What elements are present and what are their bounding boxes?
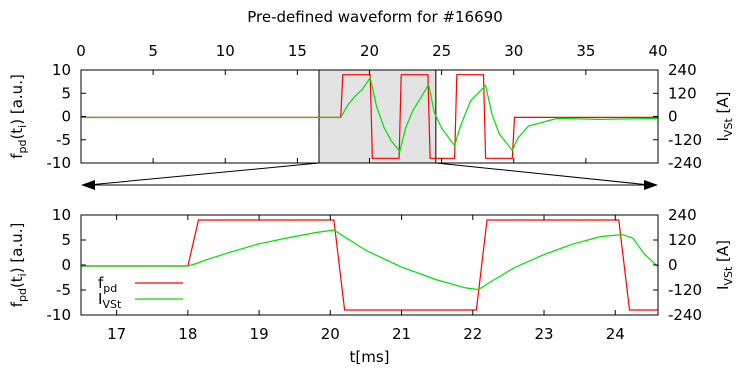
y-tick-label-right: -240 — [668, 306, 702, 324]
y-axis-label-left-part: f — [8, 301, 26, 307]
series-f_pd — [81, 74, 658, 159]
x-tick-label: 23 — [534, 325, 553, 343]
zoom-connector-right — [435, 162, 651, 186]
y-axis-label-left-part: ) [a.u.] — [8, 74, 26, 125]
y-axis-label-left-part: pd — [16, 140, 29, 154]
x-tick-label: 25 — [432, 42, 451, 60]
x-tick-label: 15 — [288, 42, 307, 60]
y-tick-label-left: 10 — [52, 61, 71, 79]
y-tick-label-left: -10 — [47, 306, 72, 324]
x-tick-label: 22 — [463, 325, 482, 343]
chart-layer: 0 5 10 15 20 25 30 35 401050-5-102401200-120-240… — [8, 42, 735, 366]
legend-label: fpd — [98, 274, 117, 295]
y-tick-label-left: -10 — [47, 154, 72, 172]
y-axis-label-right-part: [A] — [714, 92, 732, 119]
x-tick-label: 24 — [606, 325, 625, 343]
y-axis-label-left: fpd(ti) [a.u.] — [8, 223, 29, 308]
legend-label: IVSt — [98, 290, 122, 311]
legend-label-main: f — [98, 274, 104, 292]
y-axis-label-left-part: (t — [8, 128, 26, 140]
y-tick-label-right: -120 — [668, 131, 702, 149]
zoom-connector-left — [87, 162, 320, 186]
y-tick-label-left: -5 — [56, 281, 71, 299]
y-axis-label-right-part: [A] — [714, 240, 732, 267]
y-axis-label-right: IVSt [A] — [714, 92, 735, 142]
legend-label-sub: VSt — [102, 298, 122, 311]
y-tick-label-right: 240 — [668, 61, 697, 79]
y-axis-label-right: IVSt [A] — [714, 240, 735, 290]
y-tick-label-right: 240 — [668, 206, 697, 224]
y-axis-label-left-part: (t — [8, 276, 26, 288]
x-tick-label: 5 — [148, 42, 158, 60]
y-tick-label-right: -120 — [668, 281, 702, 299]
x-tick-label: 18 — [178, 325, 197, 343]
series-I_VSt — [81, 76, 658, 153]
x-tick-label: 40 — [648, 42, 667, 60]
x-tick-label: 35 — [576, 42, 595, 60]
y-axis-label-right-part: I — [714, 286, 732, 290]
legend-label-main: I — [98, 290, 102, 308]
y-tick-label-right: 0 — [668, 108, 678, 126]
y-axis-label-right-part: VSt — [722, 266, 735, 286]
y-tick-label-right: 0 — [668, 256, 678, 274]
y-tick-label-left: 10 — [52, 206, 71, 224]
legend-label-sub: pd — [103, 282, 117, 295]
y-tick-label-left: 0 — [61, 256, 71, 274]
y-axis-label-left-part: i — [16, 125, 29, 128]
plot-frame — [80, 214, 659, 316]
y-axis-label-right-part: I — [714, 137, 732, 141]
y-tick-label-right: 120 — [668, 231, 697, 249]
y-axis-label-left-part: i — [16, 273, 29, 276]
y-tick-label-right: 120 — [668, 84, 697, 102]
x-tick-label: 17 — [107, 325, 126, 343]
y-tick-label-right: -240 — [668, 154, 702, 172]
x-tick-label: 30 — [504, 42, 523, 60]
x-tick-label: 10 — [216, 42, 235, 60]
y-tick-label-left: 5 — [61, 231, 71, 249]
x-tick-label: 21 — [392, 325, 411, 343]
x-tick-label: 19 — [250, 325, 269, 343]
arrow-head-right — [644, 180, 658, 190]
y-tick-label-left: 0 — [61, 108, 71, 126]
chart-title: Pre-defined waveform for #16690 — [247, 8, 502, 26]
y-tick-label-left: -5 — [56, 131, 71, 149]
zoom-region — [318, 69, 437, 164]
y-axis-label-left: fpd(ti) [a.u.] — [8, 74, 29, 159]
y-axis-label-left-part: pd — [16, 288, 29, 302]
arrow-head-left — [81, 180, 95, 190]
y-axis-label-left-part: ) [a.u.] — [8, 223, 26, 274]
series-f_pd — [81, 219, 658, 311]
x-tick-label: 20 — [360, 42, 379, 60]
y-tick-label-left: 5 — [61, 84, 71, 102]
x-tick-label: 0 — [76, 42, 86, 60]
x-tick-label: 20 — [321, 325, 340, 343]
series-I_VSt — [81, 229, 658, 291]
y-axis-label-right-part: VSt — [722, 118, 735, 138]
x-axis-label: t[ms] — [349, 348, 389, 366]
y-axis-label-left-part: f — [8, 153, 26, 159]
